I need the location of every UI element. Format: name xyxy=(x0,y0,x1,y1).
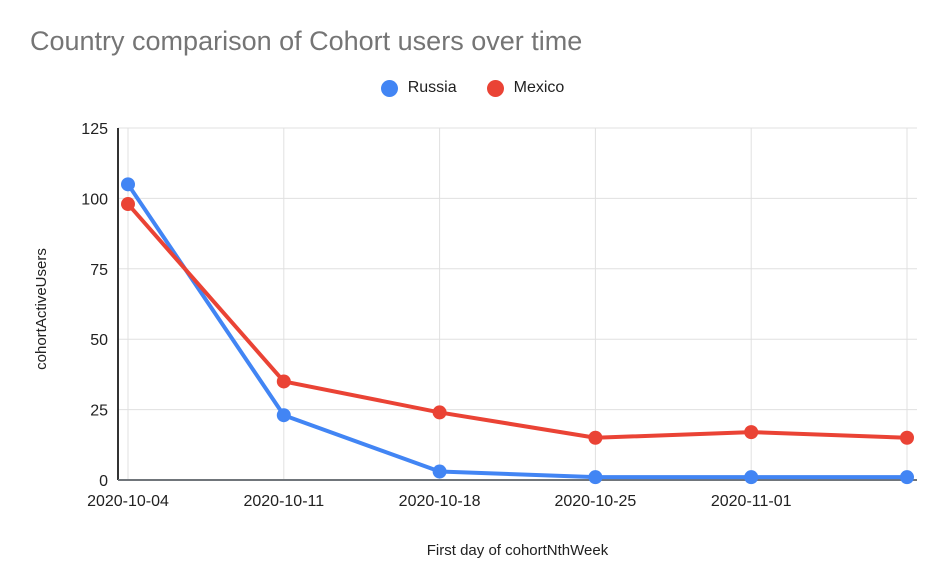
data-point-russia[interactable] xyxy=(276,408,291,423)
x-tick-label: 2020-10-25 xyxy=(554,493,636,510)
data-point-mexico[interactable] xyxy=(588,430,603,445)
chart-legend: Russia Mexico xyxy=(0,77,945,99)
data-point-mexico[interactable] xyxy=(432,405,447,420)
y-tick-label: 50 xyxy=(90,332,108,349)
y-tick-label: 0 xyxy=(99,473,108,490)
x-tick-label: 2020-10-18 xyxy=(399,493,481,510)
data-point-mexico[interactable] xyxy=(744,425,759,440)
y-tick-label: 125 xyxy=(81,121,108,138)
legend-dot-icon xyxy=(486,79,504,97)
y-tick-label: 25 xyxy=(90,403,108,420)
data-point-mexico[interactable] xyxy=(276,374,291,389)
y-tick-label: 100 xyxy=(81,191,108,208)
x-axis-title: First day of cohortNthWeek xyxy=(426,542,609,559)
data-point-russia[interactable] xyxy=(121,177,135,192)
x-tick-label: 2020-10-11 xyxy=(243,493,324,510)
legend-label: Mexico xyxy=(513,79,565,96)
x-tick-label: 2020-11-01 xyxy=(711,493,792,510)
data-point-russia[interactable] xyxy=(900,470,914,485)
chart-title: Country comparison of Cohort users over … xyxy=(30,26,583,56)
series-line-mexico xyxy=(126,202,909,440)
data-point-mexico[interactable] xyxy=(900,430,914,445)
legend-item-mexico[interactable]: Mexico xyxy=(486,79,565,97)
legend-label: Russia xyxy=(407,79,457,96)
legend-item-russia[interactable]: Russia xyxy=(380,79,457,97)
legend-dot-icon xyxy=(380,79,398,97)
data-point-russia[interactable] xyxy=(744,470,759,485)
y-tick-label: 75 xyxy=(90,262,108,279)
data-point-russia[interactable] xyxy=(432,464,447,479)
data-point-mexico[interactable] xyxy=(121,197,135,212)
series-line-russia xyxy=(126,182,909,480)
x-tick-label: 2020-10-04 xyxy=(87,493,169,510)
y-axis-title: cohortActiveUsers xyxy=(33,248,50,370)
data-point-russia[interactable] xyxy=(588,470,603,485)
